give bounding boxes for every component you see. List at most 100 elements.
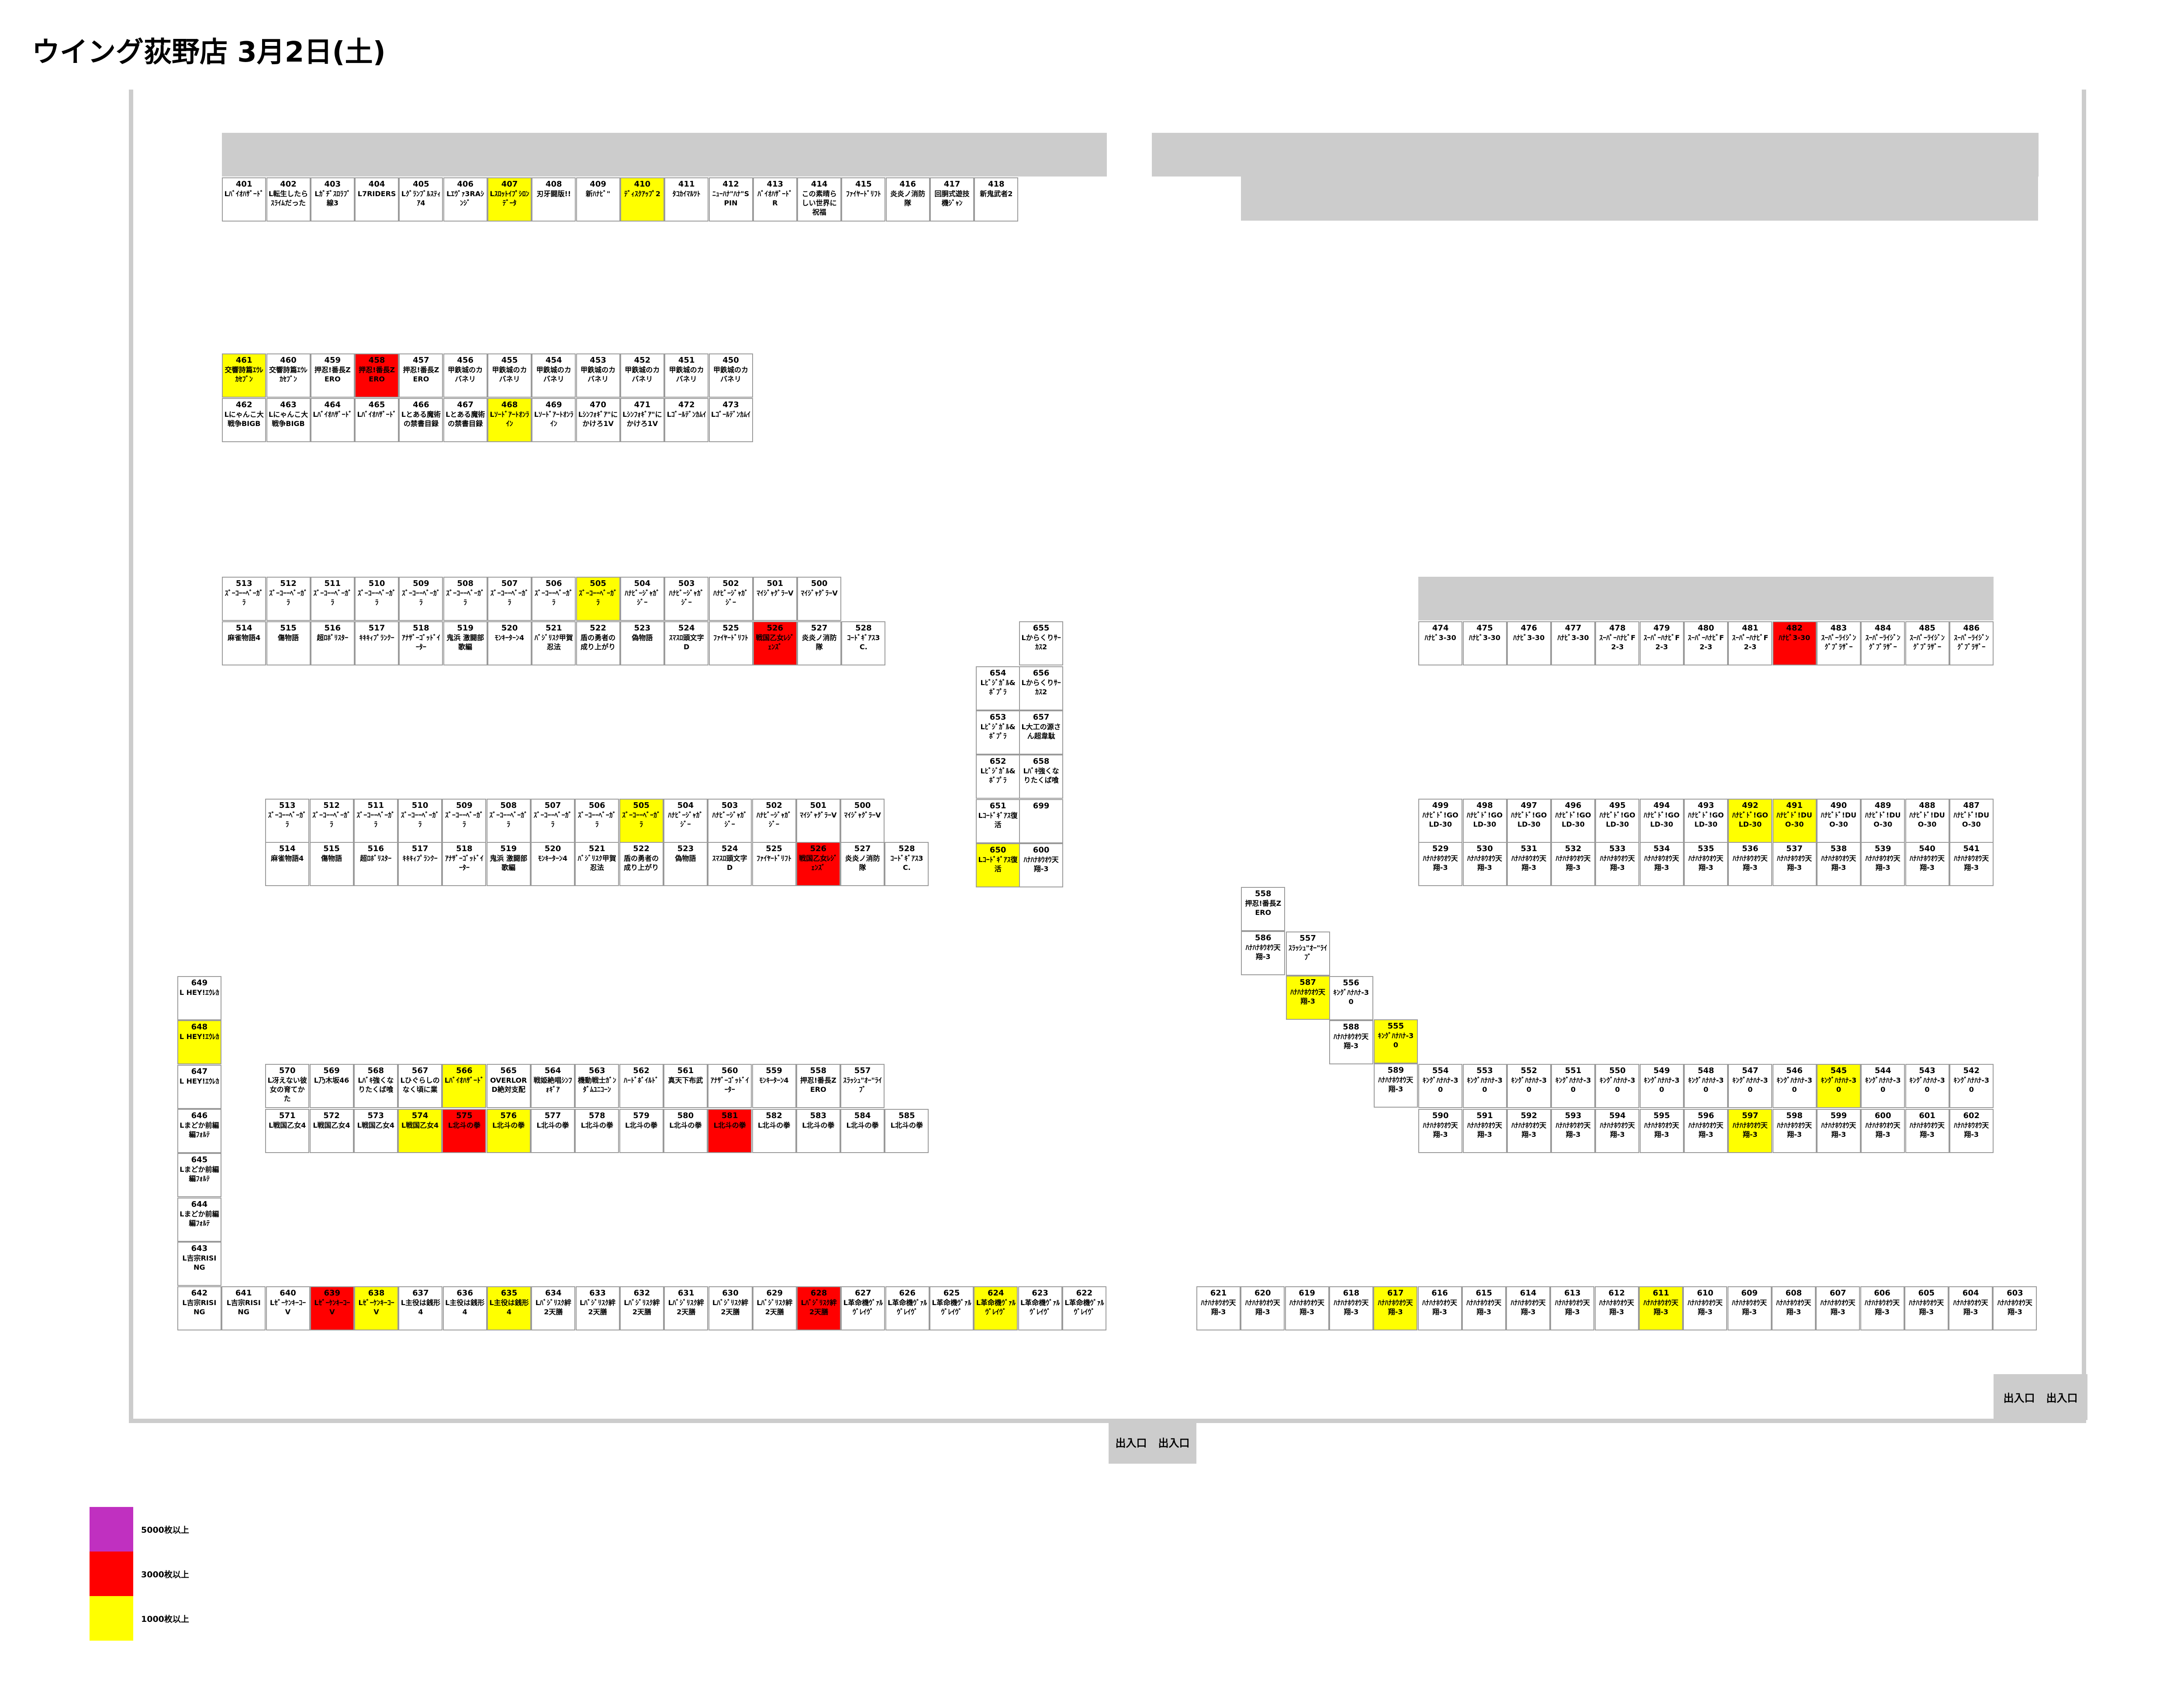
machine-number: 477 — [1565, 623, 1582, 633]
machine-cell: 566 Lﾊﾞｲｵﾊｻﾞｰﾄﾞ — [442, 1064, 487, 1108]
machine-number: 413 — [767, 179, 784, 189]
machine-number: 585 — [898, 1111, 915, 1120]
machine-number: 518 — [456, 844, 473, 854]
machine-cell: 513 ｽﾞｰｺｰｰﾍﾞｰｶﾞﾗ — [222, 577, 266, 621]
machine-number: 524 — [721, 844, 738, 854]
machine-name: Lｿｰﾄﾞｱｰﾄｵﾝﾗｲﾝ — [534, 410, 574, 428]
machine-cell: 554 ｷﾝｸﾞﾊﾅﾊﾅ-30 — [1418, 1064, 1463, 1108]
machine-number: 506 — [546, 579, 562, 588]
machine-cell: 541 ﾊﾅﾊﾅﾎｳｵｳ天翔-3 — [1949, 842, 1994, 887]
wall-block — [1241, 176, 2038, 221]
machine-number: 520 — [501, 623, 518, 633]
machine-name: L革命機ｳﾞｧﾙｳﾞﾚｲｳﾞ — [843, 1298, 883, 1316]
machine-number: 607 — [1829, 1288, 1846, 1298]
machine-number: 485 — [1919, 623, 1935, 633]
machine-cell: 520 ﾓﾝｷｰﾀｰﾝ4 — [531, 842, 575, 887]
machine-cell: 617 ﾊﾅﾊﾅﾎｳｵｳ天翔-3 — [1373, 1286, 1418, 1330]
machine-cell: 482 ﾊﾅﾋﾞ3-30 — [1772, 621, 1817, 666]
machine-cell: 515 傷物語 — [266, 621, 311, 666]
machine-name: ﾊﾅﾊﾅﾎｳｵｳ天翔-3 — [1954, 1121, 1989, 1139]
machine-cell: 576 L北斗の拳 — [486, 1108, 531, 1153]
wall-block — [222, 133, 1107, 177]
machine-cell: 469 Lｿｰﾄﾞｱｰﾄｵﾝﾗｲﾝ — [532, 398, 576, 442]
machine-number: 414 — [811, 179, 828, 189]
machine-name: ﾊﾅﾋﾞ3-30 — [1424, 634, 1456, 642]
machine-number: 417 — [943, 179, 961, 189]
machine-cell: 639 LｾﾞｰｹﾝｷｰｺｰV — [310, 1286, 354, 1330]
machine-cell: 477 ﾊﾅﾋﾞ3-30 — [1551, 621, 1596, 666]
machine-name: 新鬼武者2 — [980, 189, 1013, 198]
machine-number: 628 — [810, 1288, 827, 1298]
machine-number: 458 — [368, 355, 385, 365]
machine-name: ｷﾝｸﾞﾊﾅﾊﾅ-30 — [1732, 1076, 1768, 1094]
machine-number: 461 — [235, 355, 252, 365]
machine-cell: 579 L北斗の拳 — [619, 1108, 663, 1153]
machine-number: 454 — [546, 355, 562, 365]
machine-cell: 512 ｽﾞｰｺｰｰﾍﾞｰｶﾞﾗ — [309, 799, 354, 843]
machine-name: L大工の源さん超韋駄 — [1021, 722, 1061, 740]
machine-number: 617 — [1387, 1288, 1404, 1298]
machine-cell: 521 ﾊﾞｼﾞﾘｽｸ甲賀忍法 — [575, 842, 619, 887]
machine-number: 522 — [590, 623, 606, 633]
machine-cell: 542 ｷﾝｸﾞﾊﾅﾊﾅ-30 — [1949, 1064, 1994, 1108]
machine-cell: 651 Lｺｰﾄﾞｷﾞｱｽ復活 — [976, 799, 1020, 843]
machine-name: 傷物語 — [277, 634, 299, 642]
machine-number: 527 — [811, 623, 828, 633]
machine-cell: 621 ﾊﾅﾊﾅﾎｳｵｳ天翔-3 — [1196, 1286, 1241, 1330]
machine-number: 521 — [546, 623, 562, 633]
machine-cell: 463 Lにゃんこ大戦争BIGB — [266, 398, 311, 442]
machine-name: L北斗の拳 — [757, 1121, 791, 1129]
machine-number: 460 — [280, 355, 297, 365]
machine-name: ｽﾗｯｼｭ"ｵｰ"ﾗｲﾌﾞ — [843, 1076, 882, 1094]
machine-number: 524 — [678, 623, 695, 633]
machine-name: LｾﾞｰｹﾝｷｰｺｰV — [358, 1298, 394, 1316]
machine-cell: 538 ﾊﾅﾊﾅﾎｳｵｳ天翔-3 — [1816, 842, 1861, 887]
machine-name: ﾓﾝｷｰﾀｰﾝ4 — [538, 854, 568, 863]
machine-name: 押忍!番長ZERO — [359, 365, 395, 383]
machine-cell: 549 ｷﾝｸﾞﾊﾅﾊﾅ-30 — [1639, 1064, 1684, 1108]
machine-cell: 594 ﾊﾅﾊﾅﾎｳｵｳ天翔-3 — [1595, 1108, 1640, 1153]
machine-number: 572 — [323, 1111, 340, 1120]
machine-cell: 592 ﾊﾅﾊﾅﾎｳｵｳ天翔-3 — [1507, 1108, 1551, 1153]
machine-name: ﾊﾅﾊﾅﾎｳｵｳ天翔-3 — [1776, 1298, 1811, 1316]
machine-number: 543 — [1919, 1066, 1935, 1076]
machine-name: 甲鉄城のカバネリ — [581, 365, 616, 383]
machine-number: 557 — [1299, 933, 1316, 943]
machine-cell: 547 ｷﾝｸﾞﾊﾅﾊﾅ-30 — [1728, 1064, 1773, 1108]
machine-name: 戦国乙女ﾚｼﾞｪﾝｽﾞ — [799, 854, 838, 872]
machine-number: 537 — [1786, 844, 1803, 854]
machine-cell: 525 ﾌｧｲﾔｰﾄﾞﾘﾌﾄ — [708, 621, 753, 666]
machine-number: 515 — [280, 623, 297, 633]
machine-name: ﾊﾅﾊﾅﾎｳｵｳ天翔-3 — [1334, 1032, 1369, 1050]
machine-cell: 502 ﾊﾅﾋﾞｰｼﾞｬｶﾞｼﾞｰ — [752, 799, 796, 843]
legend-swatch — [90, 1596, 133, 1641]
machine-number: 510 — [368, 579, 385, 588]
machine-number: 479 — [1653, 623, 1670, 633]
machine-cell: 520 ﾓﾝｷｰﾀｰﾝ4 — [487, 621, 532, 666]
machine-number: 499 — [1432, 801, 1449, 810]
machine-cell: 645 Lまどか前編編ﾌｫﾙﾃ — [177, 1153, 221, 1198]
machine-number: 618 — [1343, 1288, 1360, 1298]
machine-cell: 514 麻雀物語4 — [265, 842, 310, 887]
machine-cell: 615 ﾊﾅﾊﾅﾎｳｵｳ天翔-3 — [1462, 1286, 1506, 1330]
machine-name: Lﾋﾞｼﾞｶﾞﾙ&ﾎﾞﾌﾟﾗ — [980, 678, 1016, 696]
machine-number: 649 — [191, 978, 208, 988]
machine-name: ﾊﾅﾋﾞ3-30 — [1779, 634, 1811, 642]
machine-name: 甲鉄城のカバネリ — [669, 365, 704, 383]
machine-cell: 552 ｷﾝｸﾞﾊﾅﾊﾅ-30 — [1507, 1064, 1551, 1108]
machine-name: ｱﾅｻﾞｰｺﾞｯﾄﾞｲｰﾀｰ — [710, 1076, 749, 1094]
machine-name: ｽﾞｰｺｰｰﾍﾞｰｶﾞﾗ — [533, 811, 572, 829]
machine-name: ｽｰﾊﾟｰﾗｲｼﾞﾝｸﾞﾌﾞﾗｻﾞｰ — [1954, 634, 1989, 651]
machine-cell: 634 Lﾊﾞｼﾞﾘｽｸ絆2天膳 — [531, 1286, 576, 1330]
machine-number: 496 — [1565, 801, 1582, 810]
machine-name: L北斗の拳 — [581, 1121, 613, 1129]
machine-name: ｷﾝｸﾞﾊﾅﾊﾅ-30 — [1644, 1076, 1680, 1094]
machine-number: 405 — [413, 179, 429, 189]
machine-name: Lﾊﾞｼﾞﾘｽｸ絆2天膳 — [535, 1298, 571, 1316]
machine-cell: 486 ｽｰﾊﾟｰﾗｲｼﾞﾝｸﾞﾌﾞﾗｻﾞｰ — [1949, 621, 1994, 666]
machine-cell: 537 ﾊﾅﾊﾅﾎｳｵｳ天翔-3 — [1772, 842, 1817, 887]
machine-cell: 465 Lﾊﾞｲｵﾊｻﾞｰﾄﾞ — [355, 398, 399, 442]
machine-cell: 627 L革命機ｳﾞｧﾙｳﾞﾚｲｳﾞ — [841, 1286, 885, 1330]
machine-cell: 589 ﾊﾅﾊﾅﾎｳｵｳ天翔-3 — [1373, 1063, 1418, 1108]
machine-cell: 641 L吉宗RISING — [221, 1286, 266, 1330]
